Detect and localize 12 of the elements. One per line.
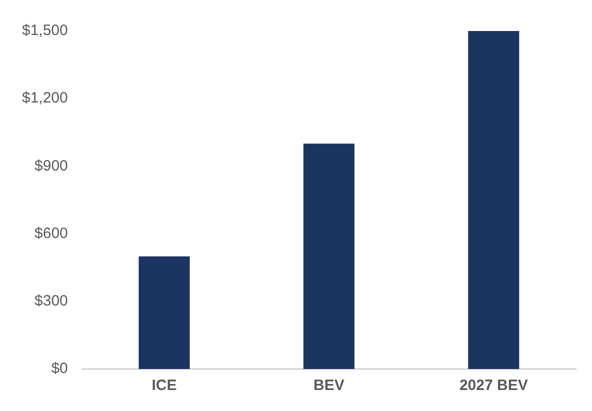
bar xyxy=(138,256,190,369)
x-tick-label: ICE xyxy=(152,377,177,394)
y-tick-label: $1,500 xyxy=(22,22,68,40)
bar xyxy=(468,31,520,369)
y-tick-label: $600 xyxy=(34,224,68,242)
bar xyxy=(303,144,354,369)
y-tick-label: $300 xyxy=(34,292,68,310)
y-tick-label: $900 xyxy=(34,157,68,174)
y-tick-label: $1,200 xyxy=(22,90,68,107)
x-tick-label: 2027 BEV xyxy=(459,377,528,394)
x-tick-label: BEV xyxy=(314,377,344,394)
y-tick-label: $0 xyxy=(51,360,68,378)
